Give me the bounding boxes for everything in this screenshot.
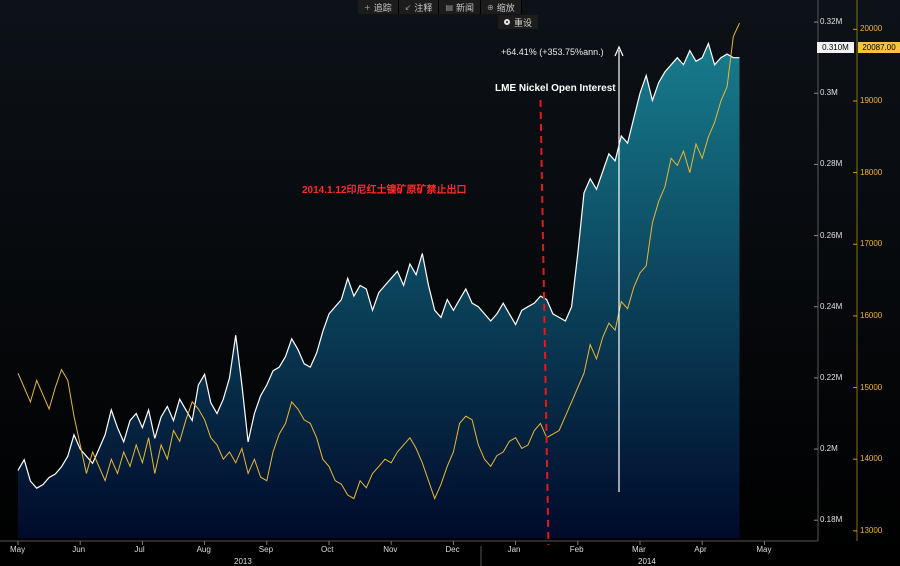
right-y-tick-label: 17000 xyxy=(860,239,883,249)
change-annotation: +64.41% (+353.75%ann.) xyxy=(501,47,604,57)
last-value-tag-price: 20087.00 xyxy=(858,42,900,53)
zoom-button[interactable]: ⊕ 缩放 xyxy=(481,0,522,14)
right-y-tick-label: 16000 xyxy=(860,310,883,320)
event-annotation: 2014.1.12印尼红土镍矿原矿禁止出口 xyxy=(302,185,467,196)
left-y-tick-label: 0.24M xyxy=(820,301,843,311)
x-tick-label: Oct xyxy=(321,545,334,554)
x-tick-label: Apr xyxy=(694,545,707,554)
x-tick-label: Jul xyxy=(134,545,145,554)
annotate-label: 注释 xyxy=(414,4,433,14)
news-label: 新闻 xyxy=(456,4,475,14)
right-y-tick-label: 20000 xyxy=(860,24,883,34)
event-marker-line xyxy=(539,99,550,546)
x-tick-label: Dec xyxy=(445,545,460,554)
news-icon: ▤ xyxy=(445,3,453,12)
left-y-tick-label: 0.32M xyxy=(820,17,843,27)
x-tick-label: Jan xyxy=(507,545,521,554)
x-tick-label: Sep xyxy=(258,545,274,554)
left-y-tick-label: 0.26M xyxy=(820,230,843,240)
crosshair-icon: + xyxy=(364,3,371,12)
zoom-icon: ⊕ xyxy=(487,3,494,12)
left-y-tick-label: 0.28M xyxy=(820,159,843,169)
chart-toolbar: + 追踪 ↙ 注释 ▤ 新闻 ⊕ 缩放 xyxy=(358,0,522,14)
year-label: 2013 xyxy=(234,557,252,566)
year-label: 2014 xyxy=(638,557,656,566)
right-y-tick-label: 13000 xyxy=(860,525,883,535)
news-button[interactable]: ▤ 新闻 xyxy=(439,0,482,14)
x-tick-label: May xyxy=(10,545,26,554)
right-y-tick-label: 19000 xyxy=(860,95,883,105)
annotate-button[interactable]: ↙ 注释 xyxy=(399,0,440,14)
left-y-tick-label: 0.18M xyxy=(820,515,843,525)
x-tick-label: May xyxy=(756,545,772,554)
left-y-tick-label: 0.3M xyxy=(820,88,838,98)
right-y-tick-label: 18000 xyxy=(860,167,883,177)
x-tick-label: Jun xyxy=(72,545,86,554)
left-y-tick-label: 0.22M xyxy=(820,372,843,382)
series-title: LME Nickel Open Interest xyxy=(495,83,616,94)
zoom-label: 缩放 xyxy=(496,4,515,14)
pencil-icon: ↙ xyxy=(404,3,412,12)
reset-icon xyxy=(504,19,510,25)
x-tick-label: Nov xyxy=(383,545,398,554)
track-button[interactable]: + 追踪 xyxy=(358,0,399,14)
right-y-tick-label: 15000 xyxy=(860,382,883,392)
track-label: 追踪 xyxy=(373,4,392,14)
reset-label: 重设 xyxy=(514,18,533,29)
last-value-tag-open-interest: 0.310M xyxy=(817,42,854,53)
change-arrow-head xyxy=(614,45,624,57)
reset-button[interactable]: 重设 xyxy=(498,15,539,29)
left-y-tick-label: 0.2M xyxy=(820,444,838,454)
x-tick-label: Aug xyxy=(196,545,211,554)
x-tick-label: Feb xyxy=(569,545,584,554)
open-interest-area xyxy=(18,43,740,538)
right-y-tick-label: 14000 xyxy=(860,454,883,464)
x-tick-label: Mar xyxy=(632,545,646,554)
